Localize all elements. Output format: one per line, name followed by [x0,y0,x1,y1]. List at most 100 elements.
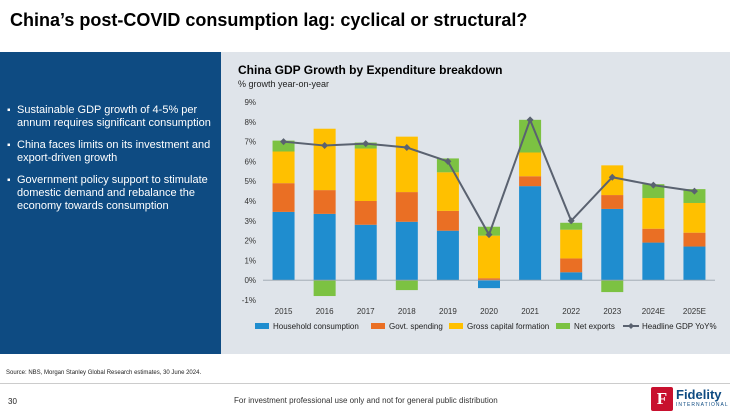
bar-household [642,242,665,281]
legend-line-marker [628,323,634,329]
bar-netexports [436,158,459,173]
bar-household [478,280,500,289]
bar-household [683,246,706,281]
y-tick-label: 7% [244,138,256,147]
headline-gdp-point [649,181,657,189]
bullet-list: Sustainable GDP growth of 4-5% per annum… [7,52,215,222]
legend-swatch [556,323,570,329]
bar-household [313,213,336,281]
bar-netexports [313,280,336,297]
page-number: 30 [8,397,17,406]
bar-netexports [642,184,665,199]
x-tick-label: 2024E [642,307,665,316]
headline-gdp-point [444,157,452,165]
bar-household [601,208,624,281]
legend-swatch [449,323,463,329]
x-tick-label: 2020 [480,307,498,316]
bar-gcf [313,128,336,191]
fidelity-logo: F Fidelity INTERNATIONAL [651,387,729,413]
y-tick-label: 0% [244,276,256,285]
chart-subtitle: % growth year-on-year [238,79,330,89]
bar-netexports [272,140,295,152]
bar-netexports [560,222,583,230]
y-tick-label: 1% [244,256,256,265]
legend-label: Govt. spending [389,322,443,331]
bar-govt [560,258,583,273]
bar-gcf [436,172,459,211]
bar-govt [601,195,624,209]
bar-netexports [519,119,542,153]
x-tick-label: 2016 [316,307,334,316]
legend-label: Headline GDP YoY% [642,322,717,331]
bullet-item: Government policy support to stimulate d… [7,174,215,213]
bar-gcf [519,152,542,177]
y-tick-label: 9% [244,98,256,107]
bar-household [354,224,377,281]
bullet-item: Sustainable GDP growth of 4-5% per annum… [7,104,215,130]
bar-household [560,272,583,281]
y-tick-label: 2% [244,237,256,246]
disclaimer: For investment professional use only and… [234,396,498,405]
bar-govt [354,201,377,225]
legend-label: Gross capital formation [467,322,549,331]
bar-govt [478,278,500,281]
headline-gdp-point [321,142,329,150]
headline-gdp-point [485,231,493,239]
bar-netexports [601,280,624,293]
y-tick-label: 3% [244,217,256,226]
x-tick-label: 2017 [357,307,375,316]
slide-title: China’s post-COVID consumption lag: cycl… [10,10,528,30]
footer-divider [0,383,730,384]
bullet-item: China faces limits on its investment and… [7,139,215,165]
bar-gcf [395,136,418,193]
source-note: Source: NBS, Morgan Stanley Global Resea… [6,370,202,376]
bar-household [436,230,459,281]
headline-gdp-point [403,144,411,152]
bar-gcf [354,148,377,201]
bar-household [395,221,418,281]
bar-gcf [560,229,583,259]
y-tick-label: 6% [244,157,256,166]
headline-gdp-point [567,217,575,225]
bar-household [519,186,542,281]
bar-gcf [683,202,706,233]
y-tick-label: -1% [242,296,256,305]
headline-gdp-point [280,138,288,146]
x-tick-label: 2015 [275,307,293,316]
y-tick-label: 8% [244,118,256,127]
x-tick-label: 2025E [683,307,706,316]
headline-gdp-point [608,173,616,181]
x-tick-label: 2019 [439,307,457,316]
bar-gcf [272,151,295,184]
bar-netexports [683,189,706,203]
bar-govt [519,176,542,187]
bar-govt [272,183,295,212]
bar-gcf [642,198,665,229]
y-tick-label: 4% [244,197,256,206]
bar-govt [395,192,418,222]
legend-swatch [255,323,269,329]
logo-sub: INTERNATIONAL [676,402,729,408]
x-tick-label: 2023 [603,307,621,316]
bar-govt [642,228,665,243]
bar-govt [436,210,459,231]
x-tick-label: 2022 [562,307,580,316]
headline-gdp-point [362,140,370,148]
bar-govt [313,190,336,214]
headline-gdp-point [690,187,698,195]
bar-household [272,211,295,281]
x-tick-label: 2018 [398,307,416,316]
logo-mark-icon: F [651,387,673,411]
y-tick-label: 5% [244,177,256,186]
legend-swatch [371,323,385,329]
legend-label: Net exports [574,322,615,331]
chart-title: China GDP Growth by Expenditure breakdow… [238,63,503,77]
logo-name: Fidelity [676,387,722,402]
headline-gdp-point [526,116,534,124]
x-tick-label: 2021 [521,307,539,316]
bar-govt [683,232,706,247]
legend-label: Household consumption [273,322,359,331]
bar-netexports [395,280,418,291]
bar-gcf [478,235,500,279]
headline-gdp-line [283,117,695,238]
